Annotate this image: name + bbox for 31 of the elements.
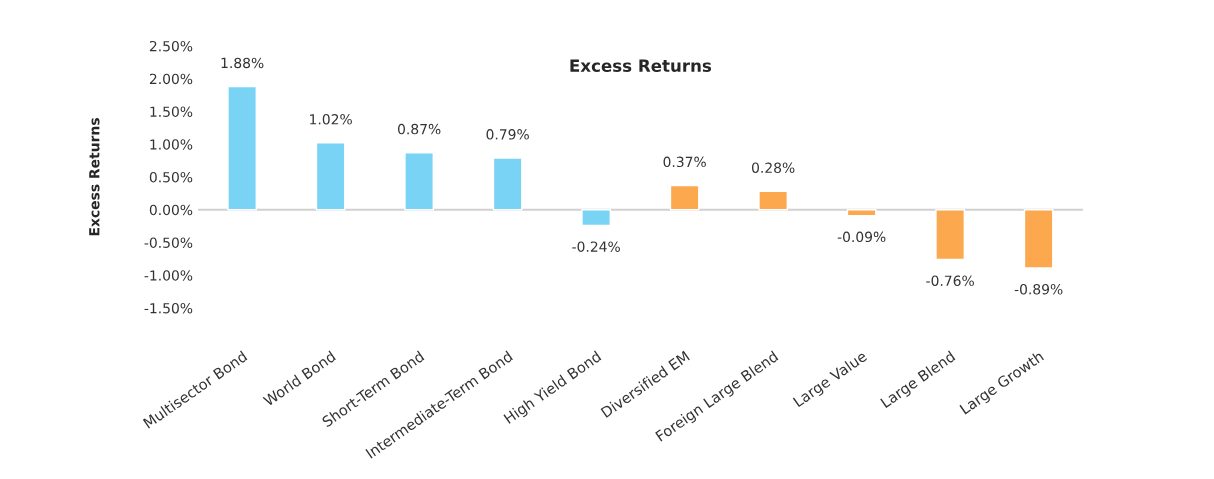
data-label: 0.28% bbox=[751, 162, 795, 173]
y-tick-label: 1.50% bbox=[150, 106, 193, 117]
bar bbox=[935, 209, 965, 261]
data-label: -0.24% bbox=[572, 241, 620, 252]
data-label: 0.79% bbox=[486, 129, 529, 140]
data-label: 1.88% bbox=[221, 57, 264, 69]
data-label: -0.09% bbox=[837, 231, 886, 243]
data-label: 0.87% bbox=[397, 123, 441, 135]
text: Excess Returns bbox=[570, 59, 712, 72]
y-tick-label: 0.00% bbox=[149, 204, 193, 216]
bar bbox=[1023, 209, 1054, 269]
data-label: -0.89% bbox=[1014, 284, 1063, 295]
y-tick-label: 2.00% bbox=[149, 73, 193, 85]
y-tick-label: -0.50% bbox=[144, 237, 193, 248]
data-label: 1.02% bbox=[310, 114, 352, 125]
y-tick-label: 1.00% bbox=[150, 139, 193, 150]
bar bbox=[404, 152, 434, 211]
bar bbox=[758, 190, 788, 211]
bar bbox=[227, 85, 257, 211]
bar bbox=[846, 209, 877, 217]
bar bbox=[315, 142, 346, 211]
data-label: 0.37% bbox=[663, 156, 706, 168]
data-label: -0.76% bbox=[926, 275, 974, 286]
bar bbox=[581, 209, 611, 227]
y-tick-label: 0.50% bbox=[149, 171, 193, 183]
y-axis-title: Excess Returns bbox=[89, 118, 100, 236]
y-tick-label: 2.50% bbox=[149, 40, 193, 52]
bar bbox=[492, 157, 523, 211]
bar bbox=[669, 184, 700, 211]
y-tick-label: -1.50% bbox=[144, 302, 193, 314]
y-tick-label: -1.00% bbox=[144, 270, 193, 281]
